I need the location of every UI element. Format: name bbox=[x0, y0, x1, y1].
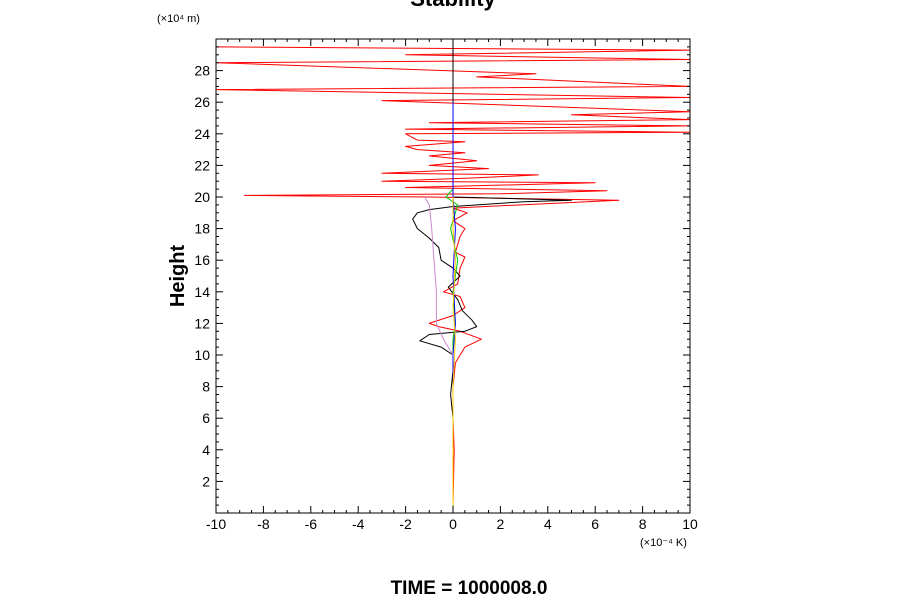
x-tick-label: 4 bbox=[544, 516, 552, 532]
x-tick-label: -10 bbox=[206, 516, 226, 532]
x-tick-label: 0 bbox=[449, 516, 457, 532]
y-tick-label: 26 bbox=[194, 94, 210, 110]
x-axis-unit-label: (×10⁻⁴ K) bbox=[640, 537, 687, 549]
y-tick-label: 16 bbox=[194, 252, 210, 268]
x-tick-label: -6 bbox=[305, 516, 318, 532]
series-line-6 bbox=[424, 196, 454, 356]
y-tick-label: 10 bbox=[194, 347, 210, 363]
x-tick-label: 8 bbox=[639, 516, 647, 532]
axis-layer: -10 -8 -6 -4 -2 0 2 4 6 8 102468101214161820222426… bbox=[194, 39, 698, 532]
chart-title: Stability bbox=[410, 0, 496, 11]
x-tick-label: 2 bbox=[497, 516, 505, 532]
x-tick-label: -8 bbox=[257, 516, 270, 532]
y-tick-label: 4 bbox=[202, 442, 210, 458]
y-axis-label: Height bbox=[167, 245, 189, 308]
x-tick-label: 6 bbox=[591, 516, 599, 532]
y-axis-unit-label: (×10⁴ m) bbox=[157, 13, 200, 25]
x-tick-label: -4 bbox=[352, 516, 365, 532]
time-footer: TIME = 1000008.0 bbox=[391, 578, 548, 599]
y-tick-label: 20 bbox=[194, 189, 210, 205]
y-tick-label: 12 bbox=[194, 315, 210, 331]
y-tick-label: 24 bbox=[194, 126, 210, 142]
y-tick-label: 6 bbox=[202, 410, 210, 426]
y-tick-label: 18 bbox=[194, 221, 210, 237]
x-tick-label: 10 bbox=[682, 516, 698, 532]
series-layer bbox=[215, 45, 691, 509]
y-tick-label: 8 bbox=[202, 379, 210, 395]
x-tick-label: -2 bbox=[399, 516, 412, 532]
y-tick-label: 2 bbox=[202, 473, 210, 489]
y-tick-label: 22 bbox=[194, 157, 210, 173]
y-tick-label: 28 bbox=[194, 63, 210, 79]
y-tick-label: 14 bbox=[194, 284, 210, 300]
series-line-5 bbox=[452, 197, 456, 506]
